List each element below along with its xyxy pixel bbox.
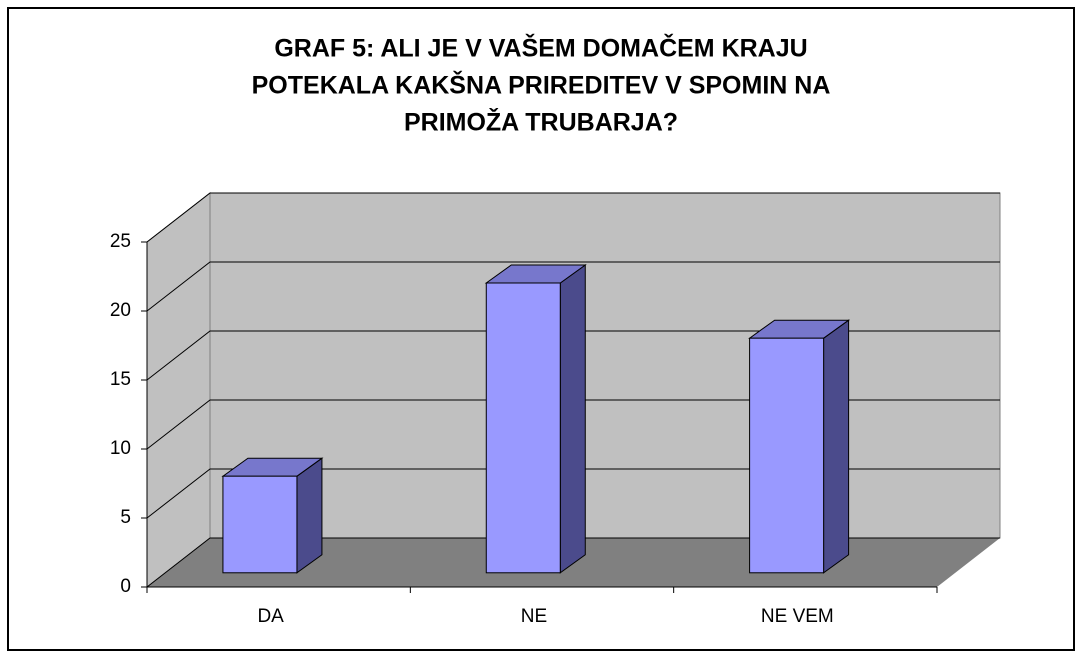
x-tick-label: DA	[257, 606, 284, 627]
grid-line	[146, 192, 1000, 243]
y-tick-label: 15	[110, 369, 131, 390]
bar-front	[485, 282, 561, 574]
x-tick-label: NE VEM	[761, 606, 834, 627]
y-tick-label: 10	[110, 438, 131, 459]
back-wall	[209, 192, 1001, 539]
bar	[484, 264, 587, 574]
chart-title: POTEKALA KAKŠNA PRIREDITEV V SPOMIN NA	[252, 70, 831, 100]
grid-line	[146, 261, 1000, 312]
bar	[221, 457, 324, 574]
y-tick-label: 0	[120, 576, 131, 597]
bar-side	[823, 319, 850, 574]
chart-title: PRIMOŽA TRUBARJA?	[404, 107, 678, 137]
grid-line	[146, 330, 1000, 381]
y-tick-label: 5	[120, 507, 131, 528]
plot-walls	[146, 191, 1001, 589]
bar	[748, 319, 851, 574]
grid-line	[146, 399, 1000, 450]
bar-front	[222, 475, 298, 574]
x-tick-label: NE	[521, 606, 547, 627]
bar-side	[559, 264, 586, 574]
grid-line	[146, 537, 1000, 588]
side-wall	[146, 191, 211, 589]
y-tick-label: 20	[110, 300, 131, 321]
y-tick-label: 25	[110, 231, 131, 252]
bar-side	[296, 457, 323, 574]
chart-title: GRAF 5: ALI JE V VAŠEM DOMAČEM KRAJU	[274, 33, 807, 63]
bar-front	[749, 337, 825, 574]
grid-line	[146, 468, 1000, 519]
